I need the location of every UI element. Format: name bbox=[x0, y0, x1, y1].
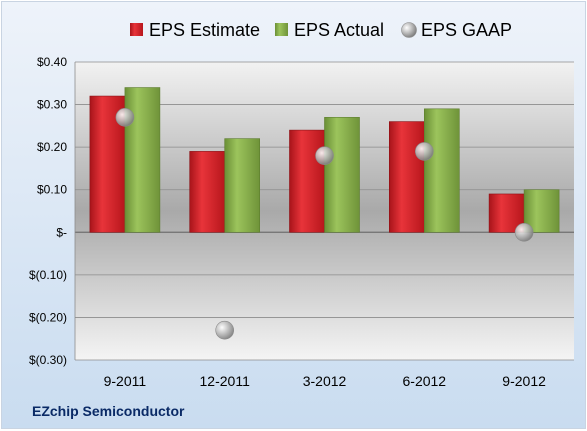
eps-estimate-bar bbox=[289, 129, 325, 233]
y-tick-label: $0.10 bbox=[37, 183, 67, 197]
x-tick-label: 9-2012 bbox=[502, 373, 546, 389]
x-tick-label: 9-2011 bbox=[104, 373, 147, 389]
legend-label: EPS Estimate bbox=[149, 20, 260, 40]
legend-swatch-gaap bbox=[401, 22, 417, 38]
legend-label: EPS Actual bbox=[294, 20, 384, 40]
eps-actual-bar bbox=[324, 117, 360, 233]
eps-estimate-bar bbox=[189, 151, 225, 233]
x-tick-label: 12-2011 bbox=[200, 373, 251, 389]
eps-actual-bar bbox=[224, 138, 260, 233]
x-tick-label: 6-2012 bbox=[403, 373, 447, 389]
eps-estimate-bar bbox=[388, 121, 425, 233]
x-tick-label: 3-2012 bbox=[303, 373, 347, 389]
company-name: EZchip Semiconductor bbox=[32, 403, 185, 419]
y-tick-label: $0.30 bbox=[37, 98, 67, 112]
eps-gaap-point bbox=[215, 320, 234, 340]
eps-actual-bar bbox=[124, 87, 161, 233]
eps-gaap-point bbox=[115, 108, 135, 127]
eps-gaap-point bbox=[514, 222, 534, 242]
eps-gaap-point bbox=[315, 146, 334, 165]
y-tick-label: $0.20 bbox=[37, 140, 67, 154]
y-tick-label: $- bbox=[56, 225, 67, 239]
legend-swatch-estimate bbox=[130, 23, 143, 36]
eps-gaap-point bbox=[414, 142, 434, 161]
y-tick-label: $(0.30) bbox=[29, 353, 67, 367]
y-tick-label: $(0.10) bbox=[29, 268, 67, 282]
y-tick-label: $(0.20) bbox=[29, 310, 67, 324]
legend-swatch-actual bbox=[275, 23, 288, 36]
y-tick-label: $0.40 bbox=[37, 55, 67, 69]
legend-label: EPS GAAP bbox=[421, 20, 512, 40]
eps-actual-bar bbox=[423, 108, 460, 233]
